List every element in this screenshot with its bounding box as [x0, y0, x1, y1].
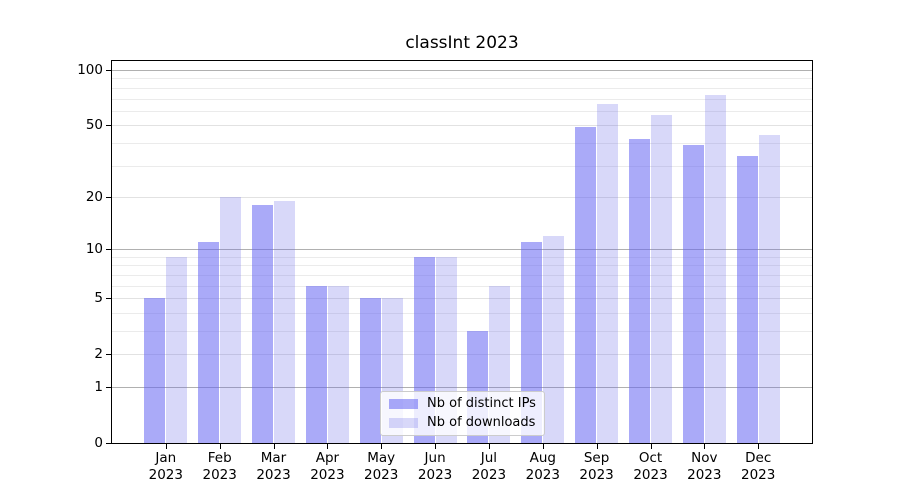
y-tick-mark-20	[106, 196, 111, 198]
gridline-30	[112, 165, 812, 167]
y-tick-mark-2	[106, 354, 111, 356]
bar-nb-of-downloads-nov	[704, 95, 726, 443]
bar-nb-of-downloads-oct	[651, 114, 672, 443]
x-tick-mark-aug	[542, 444, 544, 449]
x-tick-mark-dec	[758, 444, 760, 449]
gridline-10	[112, 249, 812, 251]
y-tick-label-5: 5	[94, 290, 103, 307]
y-tick-label-100: 100	[77, 62, 103, 78]
y-tick-label-2: 2	[94, 346, 103, 363]
chart-title: classInt 2023	[405, 33, 519, 53]
x-tick-label-jun: Jun 2023	[417, 450, 453, 483]
y-tick-mark-50	[106, 125, 111, 127]
x-tick-label-may: May 2023	[364, 450, 399, 483]
legend-label-distinct-ips: Nb of distinct IPs	[427, 396, 536, 411]
gridline-90	[112, 78, 812, 80]
bar-nb-of-downloads-aug	[543, 235, 565, 443]
gridline-40	[112, 142, 812, 144]
gridline-100	[112, 70, 812, 71]
plot-area	[111, 60, 813, 444]
gridline-9	[112, 256, 812, 258]
x-tick-mark-may	[381, 444, 383, 449]
x-tick-label-apr: Apr 2023	[310, 450, 345, 483]
y-tick-label-10: 10	[85, 241, 103, 258]
x-tick-mark-feb	[219, 444, 221, 449]
legend-label-downloads: Nb of downloads	[427, 415, 536, 430]
y-tick-mark-1	[106, 387, 111, 388]
gridline-4	[112, 312, 812, 314]
bar-nb-of-downloads-jan	[166, 256, 188, 443]
bar-nb-of-distinct-ips-nov	[682, 144, 704, 443]
bar-nb-of-downloads-apr	[327, 285, 349, 443]
bar-nb-of-distinct-ips-apr	[305, 285, 327, 443]
x-tick-mark-oct	[650, 444, 652, 449]
x-tick-label-sep: Sep 2023	[579, 450, 614, 483]
bar-nb-of-downloads-feb	[220, 196, 242, 443]
x-tick-label-jul: Jul 2023	[471, 450, 507, 483]
bar-nb-of-downloads-sep	[597, 104, 619, 443]
gridline-6	[112, 285, 812, 287]
x-tick-label-nov: Nov 2023	[687, 450, 722, 483]
bar-nb-of-distinct-ips-jan	[144, 298, 166, 443]
x-tick-mark-sep	[596, 444, 598, 449]
bar-nb-of-distinct-ips-sep	[575, 126, 597, 443]
x-tick-mark-nov	[704, 444, 706, 449]
gridline-7	[112, 274, 812, 276]
x-tick-mark-jul	[488, 444, 490, 449]
x-tick-label-oct: Oct 2023	[633, 450, 668, 483]
x-tick-label-feb: Feb 2023	[202, 450, 237, 483]
x-tick-label-dec: Dec 2023	[741, 450, 776, 483]
bar-nb-of-distinct-ips-mar	[252, 205, 273, 443]
legend-swatch-downloads	[389, 418, 418, 428]
gridline-8	[112, 265, 812, 267]
legend-item-downloads: Nb of downloads	[389, 415, 544, 431]
y-tick-mark-100	[106, 70, 111, 71]
x-tick-label-mar: Mar 2023	[256, 450, 291, 483]
gridline-60	[112, 110, 812, 112]
y-tick-label-0: 0	[94, 435, 103, 451]
gridline-2	[112, 354, 812, 356]
y-tick-mark-10	[106, 249, 111, 251]
gridline-70	[112, 98, 812, 100]
gridline-3	[112, 331, 812, 332]
x-tick-mark-jan	[165, 444, 167, 449]
x-tick-mark-mar	[273, 444, 275, 449]
bar-nb-of-distinct-ips-may	[359, 298, 381, 443]
bar-nb-of-distinct-ips-feb	[198, 242, 220, 443]
legend-item-distinct-ips: Nb of distinct IPs	[389, 396, 544, 412]
x-tick-label-jan: Jan 2023	[148, 450, 183, 483]
y-tick-label-50: 50	[85, 117, 103, 134]
y-tick-mark-5	[106, 298, 111, 300]
gridline-1	[112, 387, 812, 388]
bar-nb-of-downloads-mar	[274, 200, 295, 443]
legend: Nb of distinct IPs Nb of downloads	[380, 391, 545, 436]
x-tick-mark-apr	[327, 444, 329, 449]
x-tick-mark-jun	[435, 444, 437, 449]
legend-swatch-distinct-ips	[389, 399, 418, 409]
bar-nb-of-downloads-dec	[758, 135, 780, 443]
gridline-50	[112, 125, 812, 127]
x-tick-label-aug: Aug 2023	[525, 450, 560, 483]
y-tick-label-1: 1	[94, 379, 103, 395]
gridline-5	[112, 298, 812, 300]
bar-nb-of-distinct-ips-dec	[736, 155, 758, 443]
y-tick-label-20: 20	[85, 188, 103, 205]
gridline-80	[112, 87, 812, 89]
gridline-20	[112, 196, 812, 198]
bar-nb-of-distinct-ips-oct	[629, 139, 650, 443]
y-tick-mark-0	[106, 443, 111, 444]
